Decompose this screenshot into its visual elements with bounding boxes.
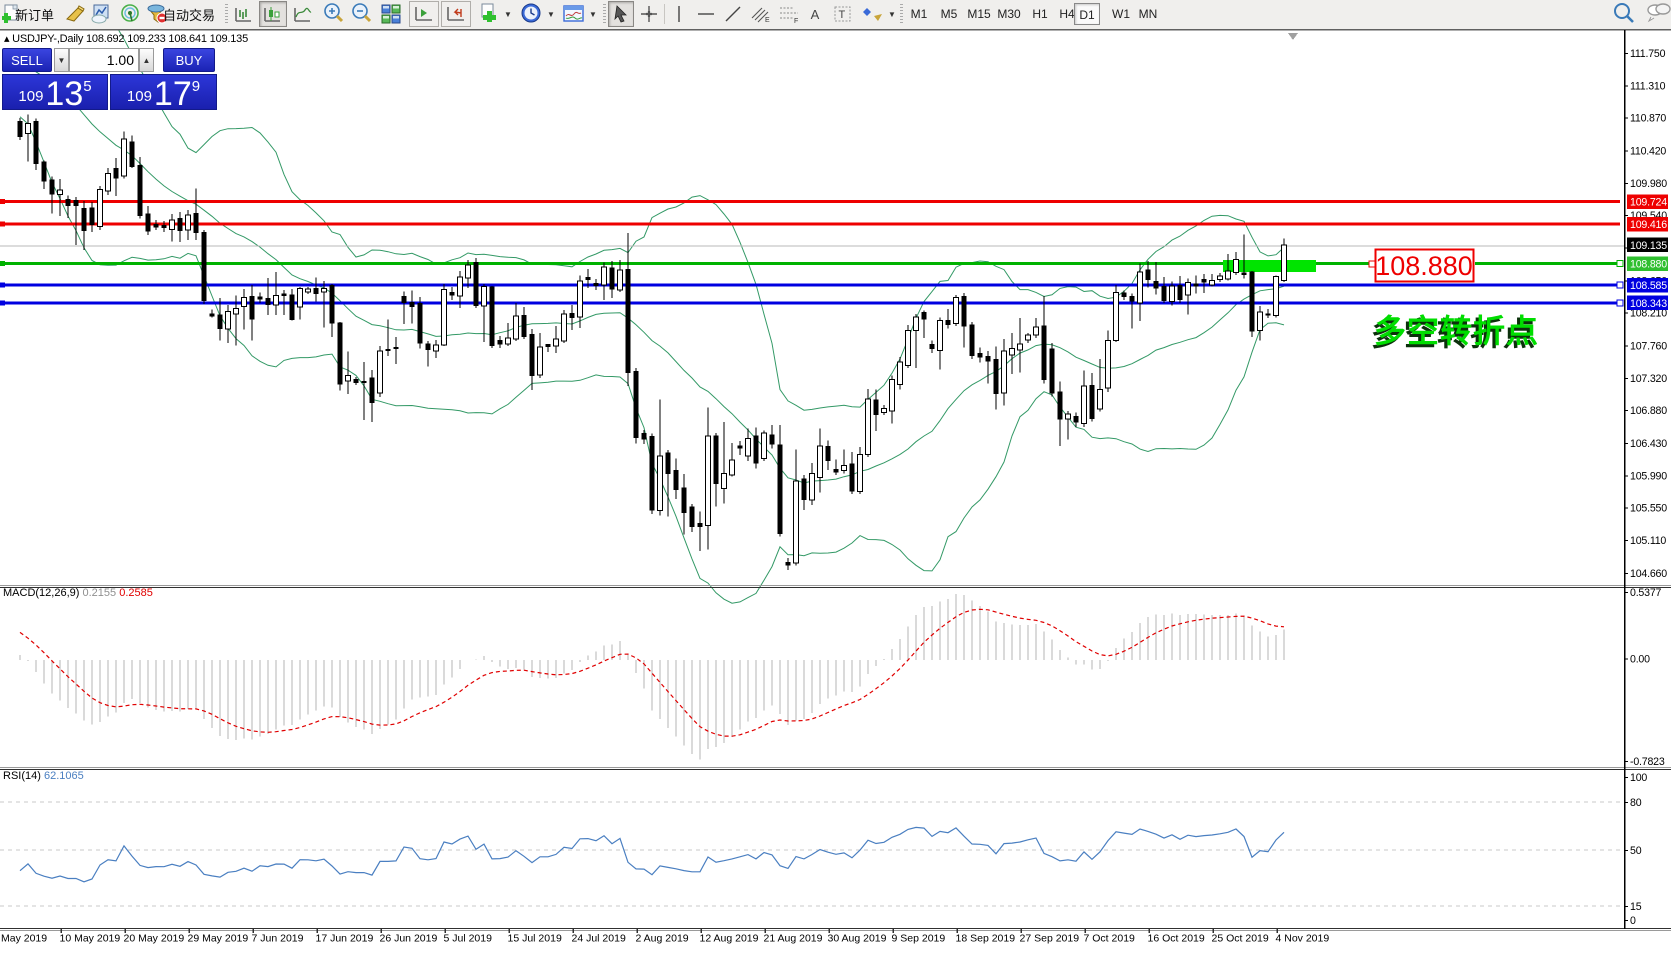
svg-text:18 Sep 2019: 18 Sep 2019 — [956, 933, 1016, 945]
svg-text:7 Oct 2019: 7 Oct 2019 — [1084, 933, 1136, 945]
svg-text:多空转折点: 多空转折点 — [1374, 313, 1539, 349]
svg-text:106.880: 106.880 — [1630, 405, 1667, 417]
svg-text:17 Jun 2019: 17 Jun 2019 — [316, 933, 374, 945]
svg-text:25 Oct 2019: 25 Oct 2019 — [1212, 933, 1269, 945]
svg-text:15: 15 — [1630, 901, 1642, 913]
svg-text:111.750: 111.750 — [1630, 48, 1666, 60]
svg-text:E: E — [765, 17, 770, 24]
svg-text:110.420: 110.420 — [1630, 146, 1666, 158]
svg-text:109.416: 109.416 — [1630, 219, 1667, 231]
svg-text:30 Aug 2019: 30 Aug 2019 — [828, 933, 887, 945]
svg-text:4 Nov 2019: 4 Nov 2019 — [1276, 933, 1330, 945]
svg-text:-0.7823: -0.7823 — [1630, 756, 1665, 768]
svg-text:16 Oct 2019: 16 Oct 2019 — [1148, 933, 1205, 945]
svg-text:May 2019: May 2019 — [1, 933, 47, 945]
svg-text:108.210: 108.210 — [1630, 308, 1667, 320]
svg-text:27 Sep 2019: 27 Sep 2019 — [1020, 933, 1080, 945]
svg-text:RSI(14) 62.1065: RSI(14) 62.1065 — [3, 770, 84, 782]
svg-text:2 Aug 2019: 2 Aug 2019 — [636, 933, 689, 945]
svg-text:107.760: 107.760 — [1630, 341, 1667, 353]
svg-text:F: F — [794, 18, 798, 24]
svg-text:105.110: 105.110 — [1630, 535, 1666, 547]
svg-text:0.00: 0.00 — [1630, 654, 1650, 666]
svg-text:109.135: 109.135 — [1630, 240, 1667, 252]
svg-text:MACD(12,26,9) 0.2155 0.2585: MACD(12,26,9) 0.2155 0.2585 — [3, 587, 153, 599]
svg-text:100: 100 — [1630, 772, 1647, 784]
svg-text:26 Jun 2019: 26 Jun 2019 — [380, 933, 438, 945]
svg-text:108.585: 108.585 — [1630, 280, 1667, 292]
svg-text:106.430: 106.430 — [1630, 438, 1667, 450]
svg-text:104.660: 104.660 — [1630, 568, 1667, 580]
svg-text:108.343: 108.343 — [1630, 298, 1667, 310]
svg-text:109.980: 109.980 — [1630, 178, 1667, 190]
svg-text:105.990: 105.990 — [1630, 470, 1667, 482]
svg-text:50: 50 — [1630, 845, 1642, 857]
svg-text:0.5377: 0.5377 — [1630, 587, 1662, 599]
svg-text:10 May 2019: 10 May 2019 — [60, 933, 121, 945]
svg-text:T: T — [839, 9, 846, 21]
svg-text:111.310: 111.310 — [1630, 80, 1666, 92]
svg-text:5 Jul 2019: 5 Jul 2019 — [444, 933, 493, 945]
svg-text:109.724: 109.724 — [1630, 197, 1667, 209]
svg-text:15 Jul 2019: 15 Jul 2019 — [508, 933, 562, 945]
svg-text:7 Jun 2019: 7 Jun 2019 — [252, 933, 304, 945]
svg-text:107.320: 107.320 — [1630, 373, 1667, 385]
svg-text:0: 0 — [1630, 915, 1636, 927]
svg-text:105.550: 105.550 — [1630, 503, 1667, 515]
svg-text:20 May 2019: 20 May 2019 — [124, 933, 185, 945]
svg-text:▴ USDJPY-,Daily 108.692 109.2: ▴ USDJPY-,Daily 108.692 109.233 108.641 … — [4, 33, 248, 45]
svg-text:108.880: 108.880 — [1630, 259, 1667, 271]
svg-text:110.870: 110.870 — [1630, 113, 1666, 125]
svg-text:21 Aug 2019: 21 Aug 2019 — [764, 933, 823, 945]
svg-text:29 May 2019: 29 May 2019 — [188, 933, 249, 945]
svg-text:80: 80 — [1630, 797, 1642, 809]
svg-text:24 Jul 2019: 24 Jul 2019 — [572, 933, 626, 945]
svg-text:9 Sep 2019: 9 Sep 2019 — [892, 933, 946, 945]
svg-text:12 Aug 2019: 12 Aug 2019 — [700, 933, 759, 945]
svg-text:108.880: 108.880 — [1375, 251, 1473, 281]
